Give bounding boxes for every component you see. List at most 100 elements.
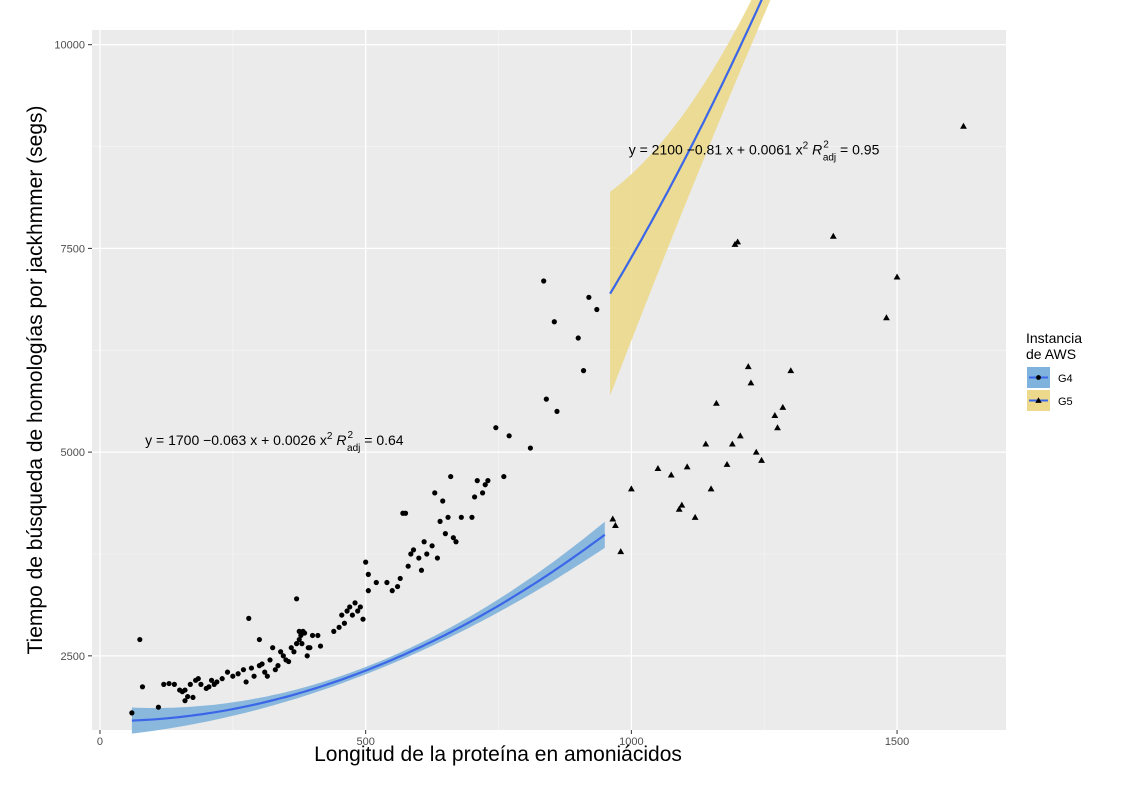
- data-point-g5: [771, 412, 779, 418]
- data-point-g4: [336, 624, 342, 630]
- data-point-g5: [787, 367, 795, 374]
- data-point-g5: [758, 456, 765, 463]
- data-point-g4: [243, 679, 249, 685]
- data-point-g4: [394, 583, 401, 590]
- legend-label-g4: G4: [1058, 373, 1073, 385]
- data-point-g4: [224, 669, 231, 675]
- x-tick-label: 1000: [619, 736, 643, 748]
- data-point-g5: [752, 448, 760, 455]
- data-point-g4: [341, 620, 348, 626]
- equation-g5: y = 2100 −0.81 x + 0.0061 x2 R2 adj = 0.9…: [629, 140, 880, 164]
- data-point-g4: [214, 679, 220, 685]
- data-point-g4: [349, 612, 355, 618]
- y-tick-label: 7500: [61, 243, 85, 255]
- equation-g4: y = 1700 −0.063 x + 0.0026 x2 R2 adj = 0.…: [145, 430, 404, 454]
- data-point-g4: [442, 531, 448, 537]
- data-point-g4: [139, 684, 146, 690]
- data-point-g4: [317, 643, 324, 649]
- data-point-g4: [527, 445, 534, 451]
- data-point-g4: [256, 636, 262, 643]
- data-point-g4: [251, 673, 257, 679]
- data-point-g4: [453, 539, 459, 545]
- data-point-g4: [185, 693, 191, 700]
- data-point-g4: [248, 665, 255, 671]
- grid-minor: [92, 30, 1006, 730]
- data-point-g5: [712, 399, 720, 406]
- data-point-g4: [182, 687, 188, 693]
- data-point-g4: [493, 425, 499, 431]
- data-point-g4: [575, 335, 581, 341]
- data-point-g4: [315, 632, 321, 639]
- legend: Instancia de AWS G4 G5: [1026, 330, 1082, 411]
- data-point-g5: [829, 232, 837, 239]
- data-point-g4: [291, 649, 297, 655]
- data-point-g4: [434, 555, 441, 561]
- data-point-g5: [654, 465, 662, 471]
- data-point-g4: [208, 677, 215, 683]
- axes: 0 500 1000 1500 2500 5000 7500 10000: [54, 40, 909, 748]
- data-point-g4: [288, 645, 294, 651]
- data-point-g5: [667, 471, 675, 478]
- data-point-g4: [293, 641, 300, 647]
- legend-label-g5: G5: [1058, 396, 1073, 408]
- data-point-g4: [331, 628, 337, 634]
- data-point-g4: [352, 600, 358, 606]
- data-point-g5: [675, 505, 683, 512]
- data-point-g4: [206, 684, 212, 690]
- data-point-g4: [219, 676, 225, 682]
- data-point-g5: [683, 463, 691, 470]
- data-point-g4: [267, 657, 273, 663]
- data-point-g4: [580, 368, 587, 374]
- data-point-g4: [235, 671, 241, 677]
- data-point-g4: [479, 490, 486, 496]
- data-point-g5: [702, 440, 710, 447]
- data-point-g4: [309, 632, 316, 639]
- data-point-g4: [397, 575, 403, 582]
- legend-marker-g5: [1035, 397, 1042, 403]
- data-point-g4: [405, 563, 411, 569]
- fit-line-g4: [131, 533, 606, 722]
- data-point-g4: [296, 628, 302, 634]
- y-axis-title: Tiempo de búsqueda de homologías por jac…: [24, 105, 47, 654]
- data-point-g4: [458, 514, 464, 520]
- data-point-g4: [551, 319, 557, 325]
- data-point-g4: [384, 579, 390, 586]
- legend-item-g4: G4: [1027, 367, 1073, 388]
- data-point-g4: [429, 543, 435, 549]
- data-points: [129, 122, 967, 716]
- data-point-g4: [230, 673, 236, 679]
- x-tick-label: 0: [97, 736, 103, 748]
- data-point-g4: [307, 645, 313, 651]
- data-point-g4: [187, 681, 193, 687]
- y-tick-label: 5000: [61, 447, 85, 459]
- data-point-g4: [198, 681, 204, 687]
- y-tick-label: 2500: [61, 651, 85, 663]
- data-point-g5: [774, 424, 781, 431]
- data-point-g4: [304, 653, 310, 659]
- data-point-g4: [541, 278, 547, 284]
- data-point-g4: [440, 498, 446, 504]
- equations: y = 1700 −0.063 x + 0.0026 x2 R2 adj = 0.…: [145, 140, 879, 454]
- data-point-g4: [155, 704, 162, 710]
- data-point-g4: [554, 408, 560, 414]
- grid-major: [92, 30, 1006, 730]
- legend-item-g5: G5: [1027, 390, 1073, 411]
- data-point-g4: [373, 579, 379, 586]
- data-point-g4: [432, 490, 438, 496]
- data-point-g4: [246, 615, 252, 621]
- legend-title-line2: de AWS: [1026, 346, 1076, 362]
- data-point-g4: [448, 473, 454, 480]
- fit-line-g5: [609, 0, 763, 295]
- data-point-g4: [129, 710, 135, 716]
- data-point-g5: [960, 122, 967, 129]
- x-tick-label: 1500: [885, 736, 909, 748]
- data-point-g5: [612, 522, 619, 529]
- data-point-g4: [450, 535, 456, 541]
- data-point-g4: [402, 510, 409, 516]
- panel-background: [92, 30, 1006, 730]
- data-point-g4: [298, 632, 304, 639]
- x-axis-title: Longitud de la proteína en amoniácidos: [314, 743, 682, 766]
- data-point-g4: [293, 596, 300, 602]
- data-point-g5: [691, 513, 699, 520]
